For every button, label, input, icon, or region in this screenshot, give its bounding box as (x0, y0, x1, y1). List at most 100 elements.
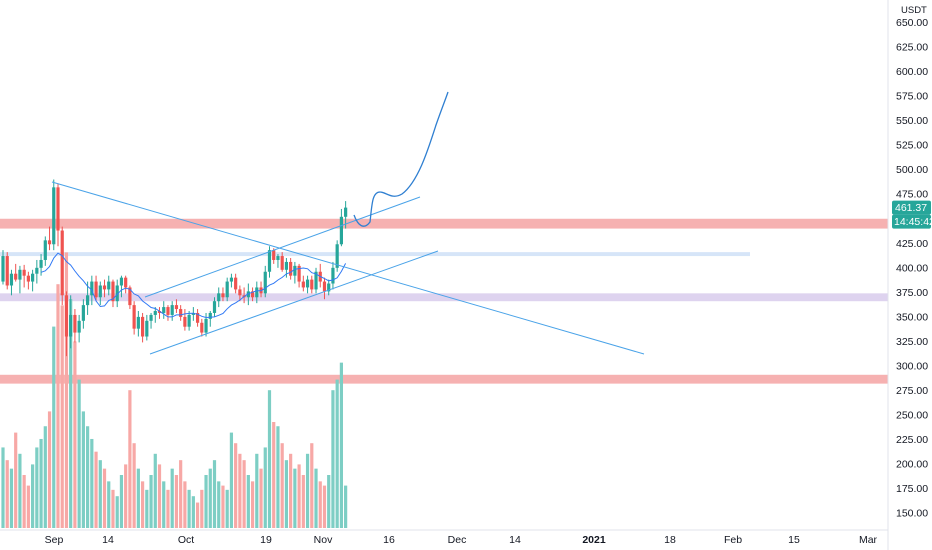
volume-bar (153, 453, 157, 528)
candle-body (39, 259, 43, 268)
volume-bar (14, 432, 18, 528)
time-tick-label: Mar (859, 534, 878, 546)
price-tick-label: 400.00 (896, 262, 928, 274)
volume-bar (305, 453, 310, 528)
candle-body (128, 287, 132, 306)
time-tick-label: 14 (102, 534, 114, 546)
candle-body (107, 281, 111, 290)
bar-countdown: 14:45:42 (894, 216, 932, 228)
candle-body (297, 265, 301, 282)
trendline-drawings[interactable] (51, 91, 645, 355)
volume-bar (170, 468, 174, 528)
candle-body (77, 320, 81, 333)
volume-bar (293, 468, 297, 528)
volume-bar (242, 460, 246, 528)
candle-body (331, 267, 335, 284)
support-resistance-zones (0, 218, 888, 384)
price-tick-label: 375.00 (896, 287, 928, 299)
price-tick-label: 550.00 (896, 115, 928, 127)
volume-bar (98, 460, 102, 528)
candle-body (111, 281, 115, 302)
volume-bar (327, 475, 331, 528)
volume-bar (35, 447, 39, 528)
candle-body (81, 305, 85, 321)
currency-label: USDT (901, 5, 927, 16)
candle-body (153, 311, 157, 315)
candle-body (284, 261, 289, 270)
volume-bar (179, 460, 183, 528)
time-tick-label: Nov (314, 534, 333, 546)
projection-curve (353, 91, 449, 227)
zone-band (0, 252, 750, 257)
volume-bar (280, 443, 284, 528)
volume-bar (259, 468, 263, 528)
price-tick-label: 225.00 (896, 434, 928, 446)
volume-bar (86, 426, 90, 528)
volume-bar (47, 411, 52, 528)
volume-bar (195, 502, 200, 528)
volume-bar (217, 481, 221, 528)
candle-body (301, 281, 305, 288)
candle-body (187, 314, 191, 327)
candle-body (170, 305, 174, 315)
volume-bar (183, 481, 187, 528)
candle-body (179, 309, 183, 317)
volume-bar (5, 460, 9, 528)
candle-body (200, 322, 204, 333)
volume-bar (238, 453, 242, 528)
time-tick-label: Feb (724, 534, 742, 546)
time-tick-label: 19 (260, 534, 272, 546)
candle-body (314, 271, 318, 290)
volume-bar (136, 468, 140, 528)
candle-body (335, 244, 339, 268)
volume-bar (276, 426, 280, 528)
candlestick-series (1, 179, 348, 357)
candle-body (272, 250, 276, 260)
candle-body (339, 216, 343, 245)
channel-upper-line (144, 196, 421, 298)
price-tick-label: 275.00 (896, 385, 928, 397)
price-tick-label: 650.00 (896, 17, 928, 29)
candle-body (166, 307, 170, 315)
candle-body (98, 285, 102, 298)
volume-bar (297, 464, 301, 528)
volume-bar (191, 496, 195, 528)
last-price-value: 461.37 (895, 202, 927, 214)
price-tick-label: 525.00 (896, 140, 928, 152)
volume-bar (166, 489, 170, 528)
time-axis[interactable]: Sep 14 Oct 19 Nov 16 Dec 14 2021 18 Feb 15 Mar (0, 529, 888, 546)
candle-body (1, 256, 5, 282)
time-tick-label: 18 (664, 534, 676, 546)
candle-body (327, 283, 331, 292)
volume-bar (339, 362, 343, 528)
time-tick-label: Oct (178, 534, 194, 546)
volume-bar (225, 489, 229, 528)
candle-body (250, 291, 255, 298)
candle-body (145, 320, 149, 337)
volume-bar (145, 489, 149, 528)
candle-body (115, 285, 119, 302)
candle-body (60, 230, 64, 296)
volume-bar (77, 379, 81, 528)
price-axis[interactable]: 650.00 625.00 600.00 575.00 550.00 525.00 500.… (887, 0, 928, 550)
candle-body (26, 275, 30, 282)
candle-body (280, 256, 284, 270)
candle-body (73, 314, 77, 333)
time-tick-label: Sep (45, 534, 64, 546)
candle-body (293, 265, 297, 276)
volume-bar (255, 453, 259, 528)
zone-band (0, 374, 888, 384)
price-tick-label: 150.00 (896, 508, 928, 520)
volume-bar (246, 475, 250, 528)
candle-body (149, 314, 153, 321)
volume-bar (39, 438, 43, 528)
volume-bar (1, 447, 5, 528)
volume-bar (301, 475, 305, 528)
volume-bar (26, 485, 30, 528)
volume-bar (310, 443, 314, 528)
candle-body (69, 314, 73, 337)
candle-body (238, 289, 242, 296)
candle-body (217, 293, 221, 302)
candle-body (289, 261, 293, 276)
